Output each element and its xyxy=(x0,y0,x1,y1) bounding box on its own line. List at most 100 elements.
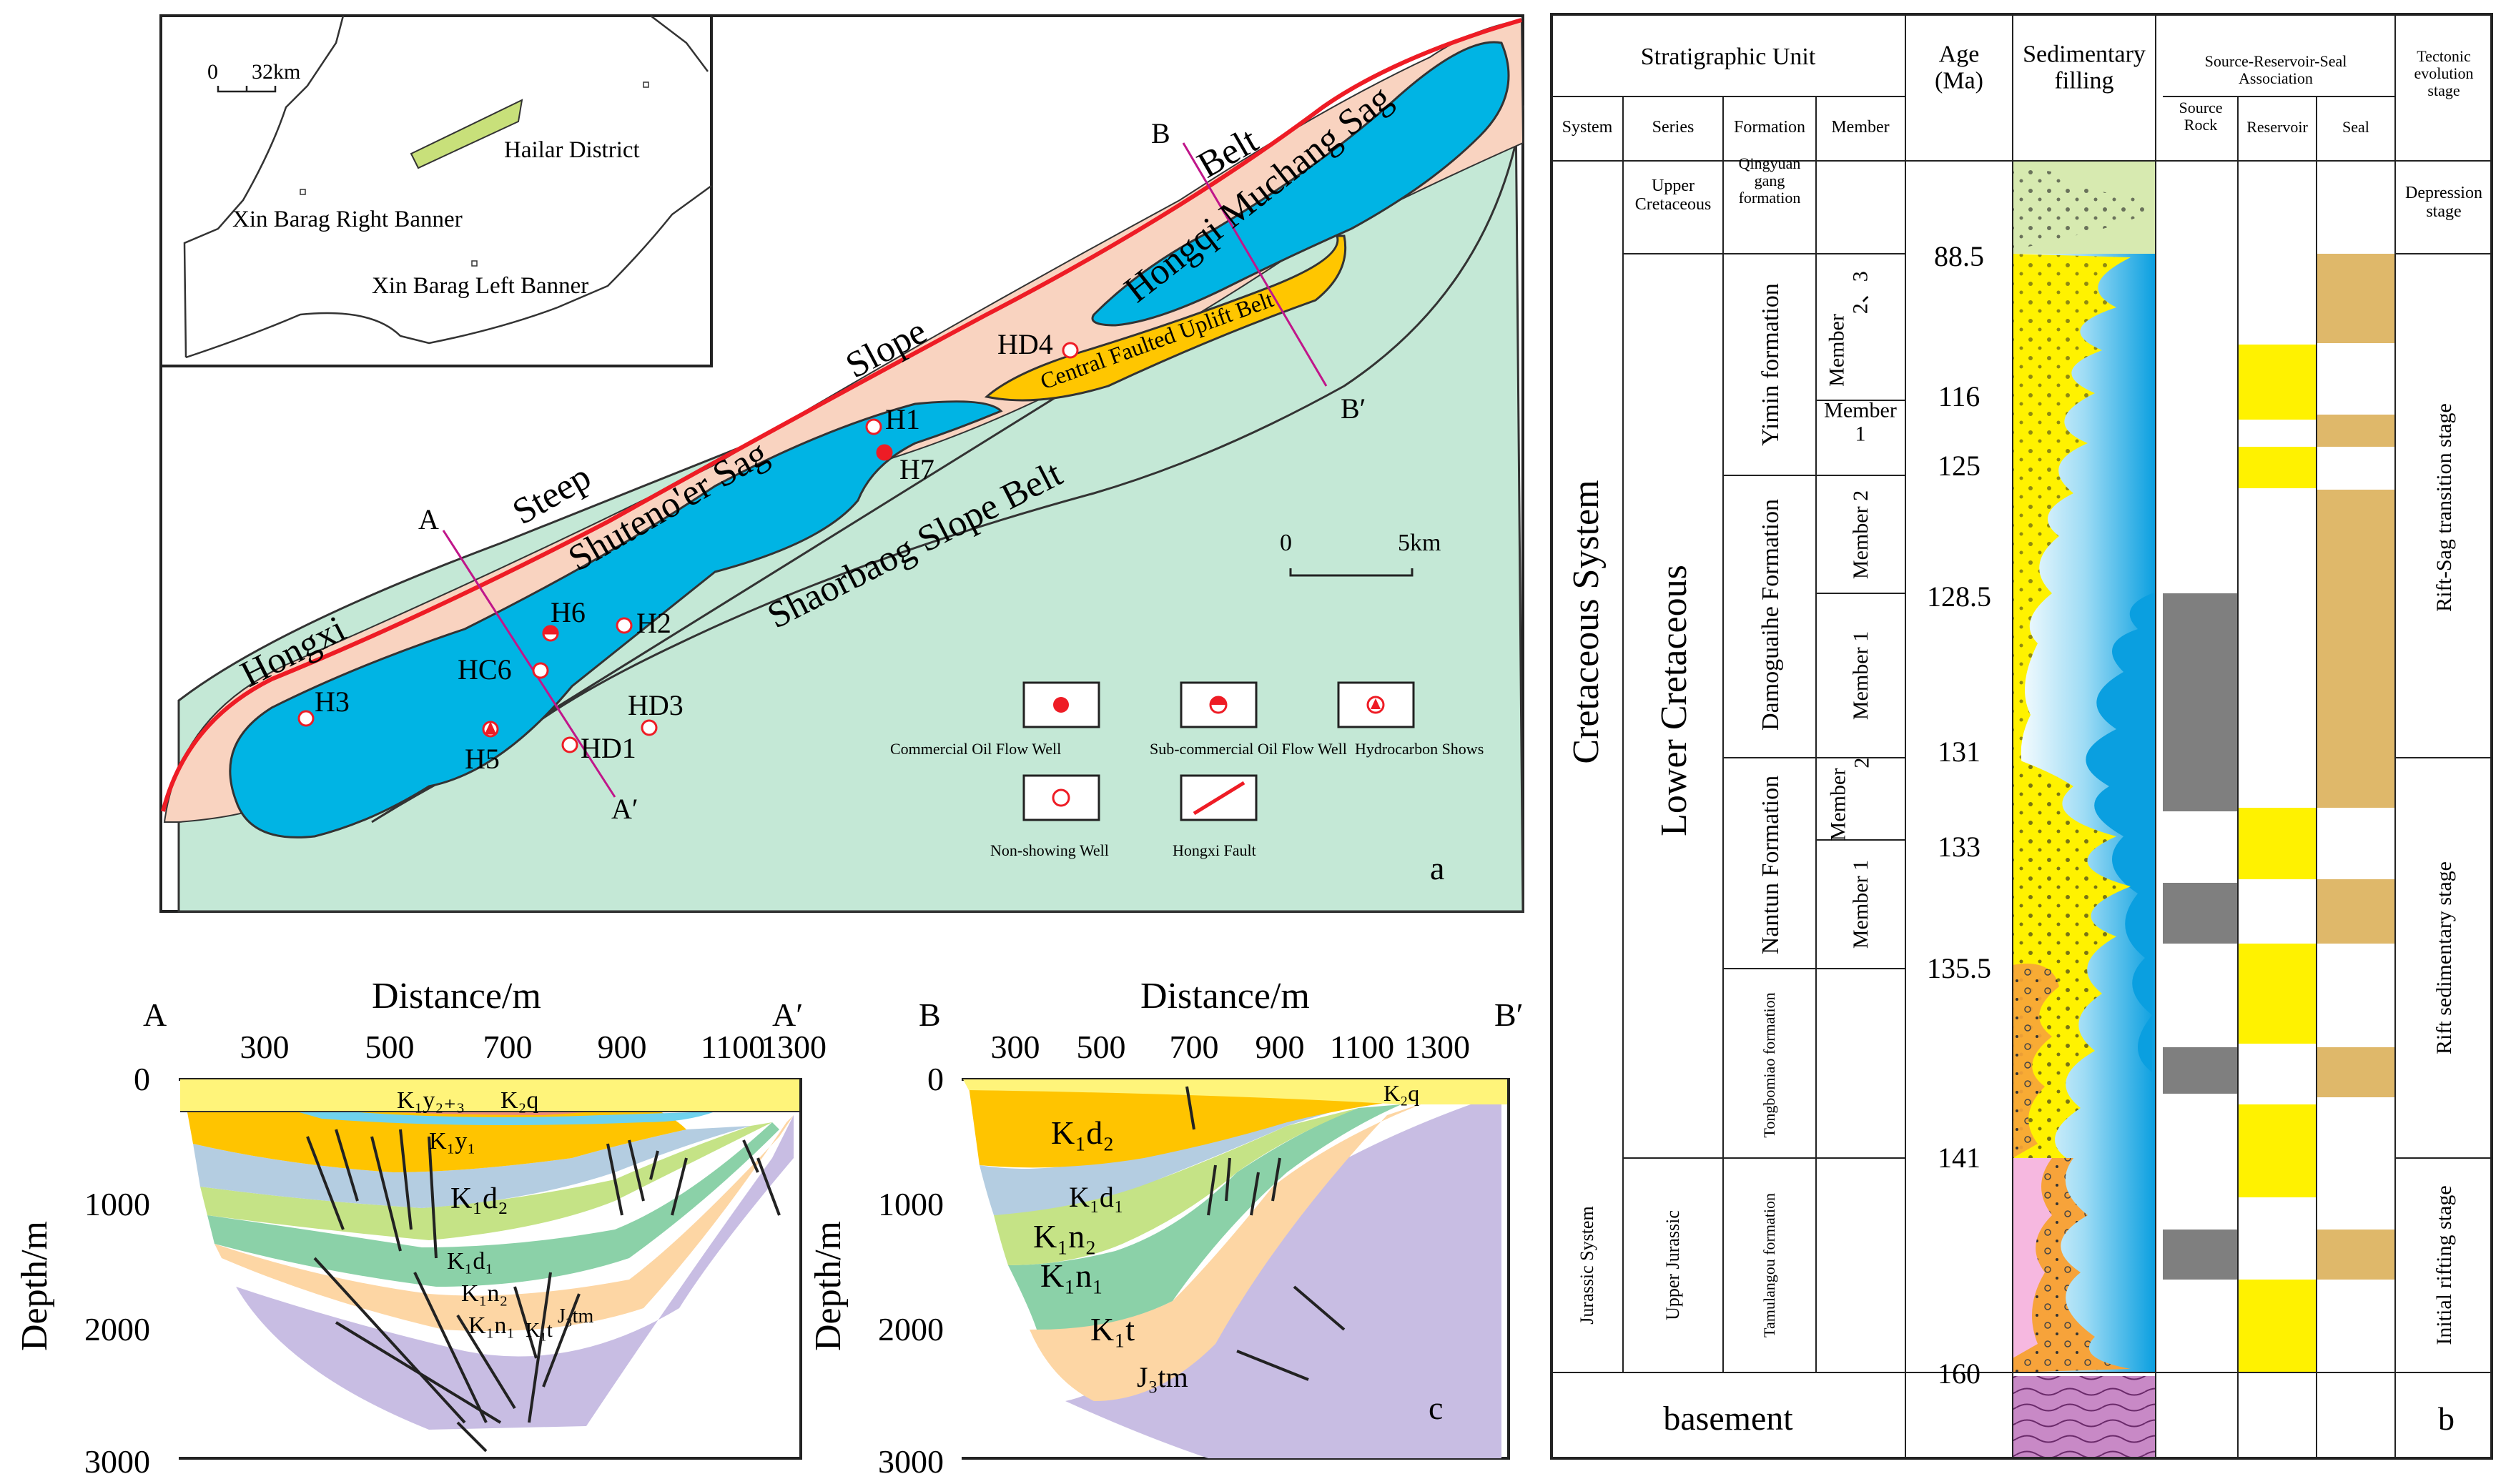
stage-depression: Depression stage xyxy=(2405,184,2482,221)
formation-qingyuangang: Qingyuan gang formation xyxy=(1739,154,1801,207)
bb-ylabel: Depth/m xyxy=(808,1221,849,1351)
age-160: 160 xyxy=(1938,1357,1980,1390)
bb-ytick-1000: 1000 xyxy=(878,1186,944,1222)
bb-xtick-900: 900 xyxy=(1256,1029,1305,1065)
unit-k1n2-aa xyxy=(200,1122,772,1240)
section-aa: K₁y₂₊₃ K₂q K₁y₁ K₁d₂ K₁d₁ K₁n₂ K₁n₁ K₁t … xyxy=(14,976,827,1480)
column-grid xyxy=(1550,13,2493,1460)
hdr-series: Series xyxy=(1652,118,1694,137)
stage-initial-rifting: Initial rifting stage xyxy=(2432,1185,2456,1345)
section-bb: K₂q K₁d₂ K₁d₁ K₁n₂ K₁n₁ K₁t J₃tm B B′ Di… xyxy=(808,976,1524,1480)
hdr-tectonic: Tectonic evolution stage xyxy=(2414,47,2473,99)
well-hd4-marker xyxy=(1062,342,1079,359)
age-133: 133 xyxy=(1938,831,1980,863)
bb-xlabel: Distance/m xyxy=(1140,976,1310,1016)
system-jurassic: Jurassic System xyxy=(1577,1206,1597,1324)
aa-unit-k1n2: K₁n₂ xyxy=(461,1280,508,1307)
bb-start: B xyxy=(919,996,941,1033)
bb-unit-j3tm: J₃tm xyxy=(1137,1361,1188,1393)
bb-ytick-2000: 2000 xyxy=(878,1311,944,1347)
age-141: 141 xyxy=(1938,1142,1980,1174)
aa-unit-k1y1: K₁y₁ xyxy=(429,1128,475,1154)
unit-k1n1-aa xyxy=(207,1122,779,1287)
aa-xtick-700: 700 xyxy=(483,1029,533,1065)
unit-k1y1-aa xyxy=(272,1104,715,1125)
hdr-strat-unit: Stratigraphic Unit xyxy=(1641,44,1816,70)
hdr-member: Member xyxy=(1831,118,1889,137)
age-135-5: 135.5 xyxy=(1927,952,1991,984)
aa-unit-k1y23: K₁y₂₊₃ xyxy=(397,1087,465,1114)
unit-k1n1-bb xyxy=(1008,1104,1401,1330)
member-damoguaihe-2: Member 2 xyxy=(1849,490,1873,579)
well-h5-label: H5 xyxy=(465,743,500,775)
aa-unit-k1n1: K₁n₁ xyxy=(468,1312,515,1339)
well-h1-marker xyxy=(865,418,882,435)
sedimentary-filling xyxy=(2013,161,2156,1458)
age-128-5: 128.5 xyxy=(1927,580,1991,613)
well-hc6-label: HC6 xyxy=(458,653,512,686)
hdr-system: System xyxy=(1562,118,1613,137)
aa-unit-j3tm: J₃tm xyxy=(558,1305,593,1327)
inset-scale-km: 32km xyxy=(252,60,300,84)
bb-ytick-3000: 3000 xyxy=(878,1443,944,1480)
well-h2-label: H2 xyxy=(636,607,671,639)
scale-zero: 0 xyxy=(1280,530,1292,556)
unit-k2q-bb xyxy=(963,1079,1507,1104)
legend-shows: Hydrocarbon Shows xyxy=(1355,740,1484,758)
well-h7-marker xyxy=(876,444,893,461)
panel-label-b: b xyxy=(2438,1400,2455,1437)
well-h2-marker xyxy=(616,617,633,634)
map-legend: Commercial Oil Flow Well Sub-commercial … xyxy=(890,681,1484,859)
bb-unit-k2q: K₂q xyxy=(1383,1080,1419,1106)
series-lower-cretaceous: Lower Cretaceous xyxy=(1654,565,1694,836)
member-nantun-2: Member2 xyxy=(1827,758,1874,841)
bb-unit-k1d1: K₁d₁ xyxy=(1069,1181,1124,1213)
hongxi-fault xyxy=(161,18,1522,812)
aa-xtick-500: 500 xyxy=(365,1029,415,1065)
central-faulted-uplift-belt xyxy=(984,234,1347,402)
hailar-district-shape xyxy=(410,99,523,169)
aa-xtick-900: 900 xyxy=(598,1029,647,1065)
member-yimin-1: Member 1 xyxy=(1824,399,1897,446)
formation-tongbomiao: Tongbomiao formation xyxy=(1760,992,1778,1137)
system-cretaceous: Cretaceous System xyxy=(1566,480,1607,763)
label-a-prime: A′ xyxy=(611,793,638,825)
aa-unit-k1d1: K₁d₁ xyxy=(447,1248,493,1275)
scale-km: 5km xyxy=(1398,530,1441,556)
hongqi-muchang-sag xyxy=(1091,41,1510,327)
bb-end: B′ xyxy=(1494,996,1524,1033)
series-upper-jurassic: Upper Jurassic xyxy=(1662,1210,1683,1320)
panel-label-c: c xyxy=(1429,1390,1443,1426)
aa-unit-k1d2: K₁d₂ xyxy=(450,1182,508,1215)
legend-fault: Hongxi Fault xyxy=(1173,841,1256,859)
filling-pink-volcanic xyxy=(2013,1158,2052,1358)
member-nantun-1: Member 1 xyxy=(1849,860,1873,949)
hdr-srs: Source-Reservoir-Seal Association xyxy=(2205,52,2347,87)
label-a: A xyxy=(418,503,439,535)
unit-k1d2-bb xyxy=(969,1087,1401,1168)
well-hd3-marker xyxy=(641,719,658,736)
hdr-age: Age (Ma) xyxy=(1935,41,1983,94)
member-yimin-2-3: Member2、3 xyxy=(1825,271,1873,387)
aa-unit-k1t: K₁t xyxy=(526,1320,553,1342)
well-h3-marker xyxy=(297,710,315,727)
unit-k1d1-aa xyxy=(193,1126,751,1208)
wells xyxy=(297,342,1079,753)
hdr-seal: Seal xyxy=(2342,118,2369,136)
seal-bars xyxy=(2317,254,2395,1280)
bb-unit-k1t: K₁t xyxy=(1090,1311,1135,1347)
sections-panel: K₁y₂₊₃ K₂q K₁y₁ K₁d₂ K₁d₁ K₁n₂ K₁n₁ K₁t … xyxy=(14,976,1524,1480)
aa-ytick-0: 0 xyxy=(134,1061,150,1097)
aa-xlabel: Distance/m xyxy=(372,976,541,1016)
unit-k1t-aa xyxy=(214,1115,794,1331)
aa-ytick-1000: 1000 xyxy=(84,1186,150,1222)
bb-ytick-0: 0 xyxy=(927,1061,944,1097)
stage-rift-sedimentary: Rift sedimentary stage xyxy=(2432,861,2456,1054)
well-hd1-marker xyxy=(561,736,578,753)
formation-nantun: Nantun Formation xyxy=(1757,776,1784,954)
bb-xtick-1100: 1100 xyxy=(1330,1029,1394,1065)
formation-tamulangou: Tamulangou formation xyxy=(1760,1193,1778,1337)
well-hd1-label: HD1 xyxy=(581,732,636,764)
bb-unit-k1n1: K₁n₁ xyxy=(1040,1257,1103,1294)
